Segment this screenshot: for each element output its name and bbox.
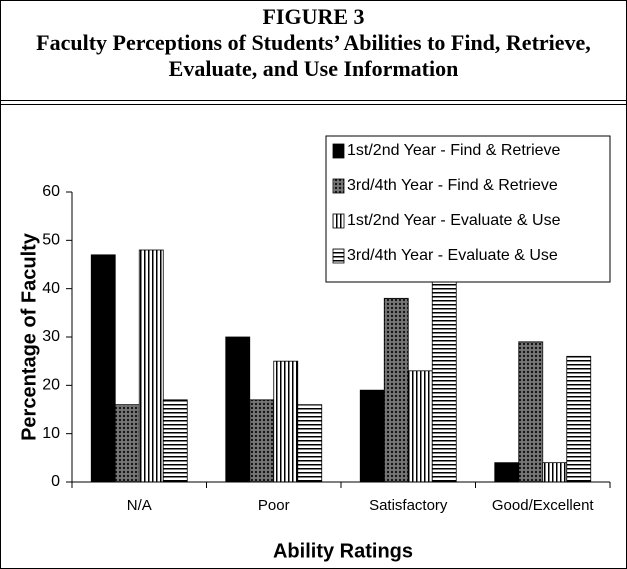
legend-swatch xyxy=(332,248,345,264)
y-tick-label: 10 xyxy=(42,425,60,442)
legend-swatch xyxy=(332,213,345,229)
bar xyxy=(383,297,409,483)
bar xyxy=(542,462,568,483)
bar xyxy=(359,389,385,483)
x-axis-label: Ability Ratings xyxy=(273,540,413,562)
y-tick-label: 50 xyxy=(42,232,60,249)
chart-title: FIGURE 3 xyxy=(262,4,365,29)
chart-subtitle: Faculty Perceptions of Students’ Abiliti… xyxy=(36,30,591,81)
legend-label: 1st/2nd Year - Find & Retrieve xyxy=(347,142,561,159)
y-tick-label: 60 xyxy=(42,183,60,200)
legend-box xyxy=(325,135,611,283)
legend-label: 1st/2nd Year - Evaluate & Use xyxy=(347,212,561,229)
legend-label: 3rd/4th Year - Find & Retrieve xyxy=(347,177,558,194)
x-tick-label: Poor xyxy=(258,497,290,514)
legend-swatch xyxy=(332,143,345,159)
y-tick-label: 40 xyxy=(42,280,60,297)
x-tick-label: N/A xyxy=(127,497,152,514)
bar xyxy=(494,462,520,483)
header: FIGURE 3 Faculty Perceptions of Students… xyxy=(0,4,627,82)
bar xyxy=(249,399,275,483)
bar xyxy=(138,249,164,483)
y-tick-label: 0 xyxy=(51,473,60,490)
title-rule xyxy=(0,100,627,105)
bar xyxy=(407,370,433,483)
bar xyxy=(225,336,251,483)
bar xyxy=(297,404,323,483)
legend-label: 3rd/4th Year - Evaluate & Use xyxy=(347,247,558,264)
bar xyxy=(114,404,140,483)
x-tick-label: Satisfactory xyxy=(369,497,448,514)
x-tick-label: Good/Excellent xyxy=(492,497,595,514)
bar xyxy=(566,355,592,483)
y-axis-label: Percentage of Faculty xyxy=(18,232,40,441)
legend-swatch xyxy=(332,178,345,194)
bar xyxy=(431,278,457,483)
y-tick-label: 30 xyxy=(42,328,60,345)
bar xyxy=(162,399,188,483)
bar xyxy=(273,360,299,483)
y-tick-label: 20 xyxy=(42,377,60,394)
bar xyxy=(90,254,116,483)
bar xyxy=(518,341,544,483)
